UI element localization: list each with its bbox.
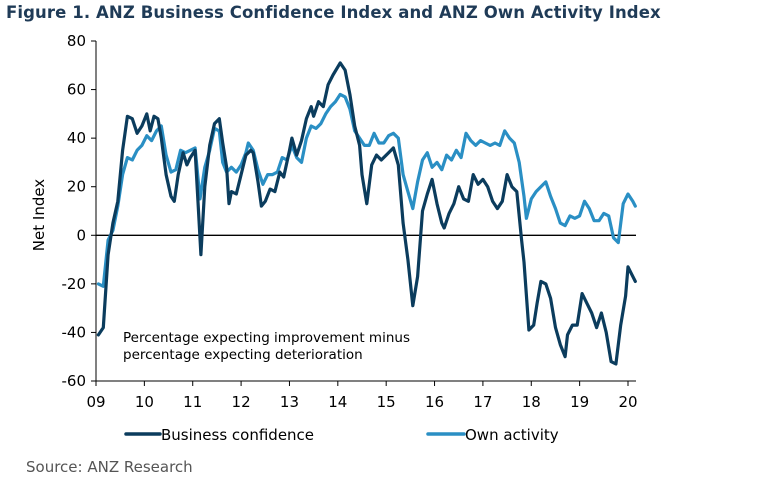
x-tick-label: 18 xyxy=(522,393,541,411)
annotation-line-2: percentage expecting deterioration xyxy=(123,347,363,363)
y-tick-label: 0 xyxy=(76,226,86,244)
x-tick-label: 10 xyxy=(135,393,154,411)
x-tick-label: 14 xyxy=(328,393,347,411)
legend-label-own-activity: Own activity xyxy=(465,426,559,444)
y-tick-label: 60 xyxy=(67,81,86,99)
x-tick-label: 09 xyxy=(86,393,105,411)
y-tick-label: 20 xyxy=(67,178,86,196)
series-line-business-confidence xyxy=(96,61,637,366)
x-tick-label: 12 xyxy=(232,393,251,411)
series-group xyxy=(96,61,637,366)
legend-label-business-confidence: Business confidence xyxy=(161,426,314,444)
x-tick-label: 13 xyxy=(280,393,299,411)
y-tick-label: 40 xyxy=(67,129,86,147)
y-axis-label: Net Index xyxy=(30,179,48,252)
x-tick-label: 20 xyxy=(618,393,637,411)
y-tick-label: 80 xyxy=(67,32,86,50)
y-axis-ticks: 80 60 40 20 0 -20 -40 -60 xyxy=(62,32,96,390)
series-line-own-activity xyxy=(96,92,637,288)
legend: Business confidence Own activity xyxy=(124,426,559,444)
x-axis-ticks: 09 10 11 12 13 14 15 16 17 18 19 20 xyxy=(86,381,638,411)
y-tick-label: -20 xyxy=(62,275,87,293)
chart-title: Figure 1. ANZ Business Confidence Index … xyxy=(6,3,661,22)
y-tick-label: -40 xyxy=(62,323,87,341)
y-tick-label: -60 xyxy=(62,372,87,390)
x-tick-label: 19 xyxy=(570,393,589,411)
x-tick-label: 11 xyxy=(183,393,202,411)
source-note: Source: ANZ Research xyxy=(26,458,193,476)
x-tick-label: 17 xyxy=(473,393,492,411)
x-tick-label: 15 xyxy=(377,393,396,411)
x-tick-label: 16 xyxy=(425,393,444,411)
annotation-line-1: Percentage expecting improvement minus xyxy=(123,330,410,346)
